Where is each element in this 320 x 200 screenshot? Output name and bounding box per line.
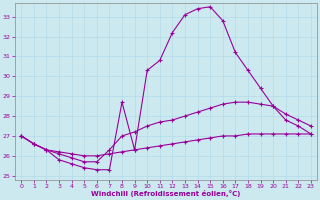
X-axis label: Windchill (Refroidissement éolien,°C): Windchill (Refroidissement éolien,°C) (92, 190, 241, 197)
